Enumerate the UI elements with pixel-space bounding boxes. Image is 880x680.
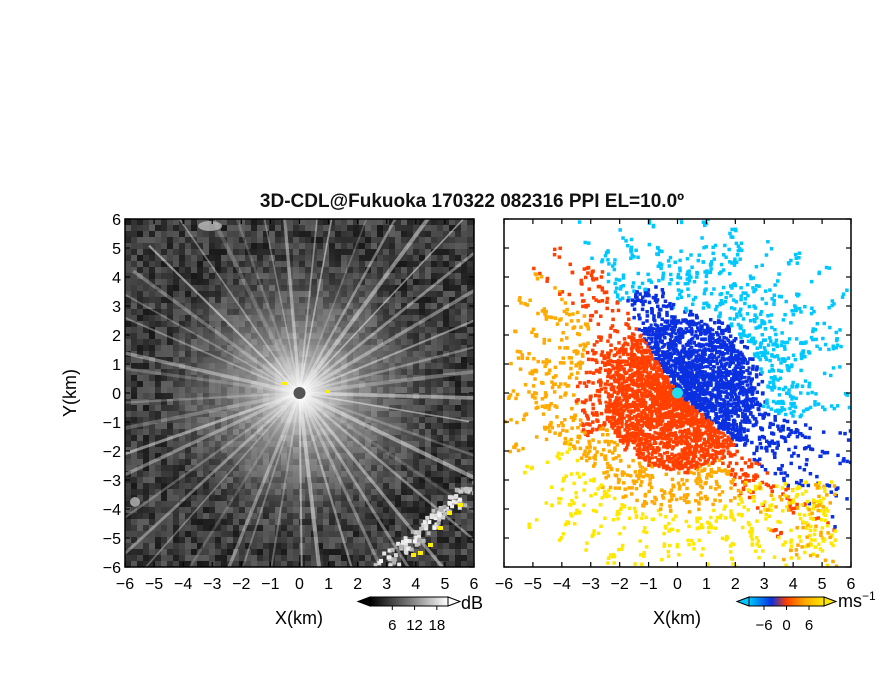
right-x-tick-label: −3	[582, 576, 600, 593]
left-x-tick-label: 4	[411, 576, 420, 593]
left-y-tick-label: 5	[112, 241, 121, 258]
right-panel: −6 −5 −4 −3 −2 −1 0 1 2 3 4 5 6 X(km)	[495, 218, 856, 628]
left-y-tick-labels: −6 −5 −4 −3 −2 −1 0 1 2 3 4 5 6	[103, 212, 121, 577]
right-colorbar-tick-label: 6	[805, 617, 813, 634]
left-x-tick-label: −5	[145, 576, 163, 593]
left-colorbar: 6 12 18	[356, 596, 462, 634]
left-x-tick-label: −2	[232, 576, 250, 593]
right-colorbar-unit: ms−1	[838, 589, 876, 611]
right-colorbar-unit-exponent: −1	[862, 589, 876, 603]
right-x-tick-label: 5	[818, 576, 827, 593]
right-colorbar: −6 0 6	[735, 596, 838, 634]
left-y-tick-label: 2	[112, 328, 121, 345]
left-x-tick-label: 2	[353, 576, 362, 593]
left-y-tick-label: 1	[112, 357, 121, 374]
left-x-tick-label: −1	[261, 576, 279, 593]
right-x-tick-label: 1	[702, 576, 711, 593]
left-colorbar-tick-label: 6	[388, 617, 396, 634]
left-x-tick-labels: −6 −5 −4 −3 −2 −1 0 1 2 3 4 5 6	[116, 576, 479, 593]
right-x-tick-labels: −6 −5 −4 −3 −2 −1 0 1 2 3 4 5 6	[495, 576, 856, 593]
right-colorbar-low-arrow	[735, 596, 750, 607]
left-x-tick-label: −6	[116, 576, 134, 593]
left-y-tick-label: 3	[112, 299, 121, 316]
left-y-tick-label: −5	[103, 531, 121, 548]
left-heatmap	[125, 219, 474, 567]
right-center-marker	[672, 387, 683, 399]
left-x-tick-label: 3	[382, 576, 391, 593]
right-x-tick-label: −4	[553, 576, 571, 593]
left-x-tick-label: 0	[295, 576, 304, 593]
right-colorbar-tick-label: 0	[782, 617, 790, 634]
left-y-tick-label: −3	[103, 473, 121, 490]
left-x-tick-label: 5	[440, 576, 449, 593]
right-x-tick-label: −1	[639, 576, 657, 593]
right-colorbar-high-arrow	[823, 596, 838, 607]
right-x-tick-label: 6	[847, 576, 856, 593]
right-x-tick-label: 4	[789, 576, 798, 593]
left-panel: −6 −5 −4 −3 −2 −1 0 1 2 3 4 5 6 −6−5−4−3−2−10123456 …	[60, 212, 479, 628]
right-x-tick-label: −5	[524, 576, 542, 593]
right-x-tick-label: −6	[495, 576, 513, 593]
left-colorbar-body	[369, 596, 449, 607]
left-y-tick-label: 6	[112, 212, 121, 229]
left-x-tick-label: 6	[470, 576, 479, 593]
left-axis-ticks	[124, 218, 475, 568]
right-heatmap	[504, 219, 851, 567]
left-colorbar-tick-label: 18	[429, 617, 446, 634]
right-x-axis-label: X(km)	[653, 608, 701, 628]
left-x-tick-label: −4	[174, 576, 192, 593]
left-y-tick-label: −4	[103, 502, 121, 519]
right-axis-ticks	[503, 218, 852, 568]
left-colorbar-low-arrow	[356, 596, 371, 607]
right-colorbar-body	[748, 596, 825, 607]
right-x-tick-label: 2	[731, 576, 740, 593]
left-x-tick-label: 1	[324, 576, 333, 593]
right-colorbar-tick-label: −6	[755, 617, 772, 634]
left-y-tick-label: −2	[103, 444, 121, 461]
left-x-axis-label: X(km)	[275, 608, 323, 628]
left-y-tick-label: 4	[112, 270, 121, 287]
left-y-tick-label: 0	[112, 386, 121, 403]
left-colorbar-tick-label: 12	[406, 617, 423, 634]
right-colorbar-unit-base: ms	[838, 591, 862, 611]
chart-title: 3D-CDL@Fukuoka 170322 082316 PPI EL=10.0…	[260, 191, 684, 212]
right-x-tick-label: 0	[673, 576, 682, 593]
right-x-tick-label: 3	[760, 576, 769, 593]
left-center-marker	[293, 387, 306, 399]
left-y-tick-label: −6	[103, 560, 121, 577]
left-y-tick-label: −1	[103, 415, 121, 432]
left-y-axis-label: Y(km)	[60, 369, 80, 417]
left-colorbar-high-arrow	[447, 596, 462, 607]
right-x-tick-label: −2	[611, 576, 629, 593]
left-colorbar-unit: dB	[461, 593, 483, 613]
left-x-tick-label: −3	[203, 576, 221, 593]
